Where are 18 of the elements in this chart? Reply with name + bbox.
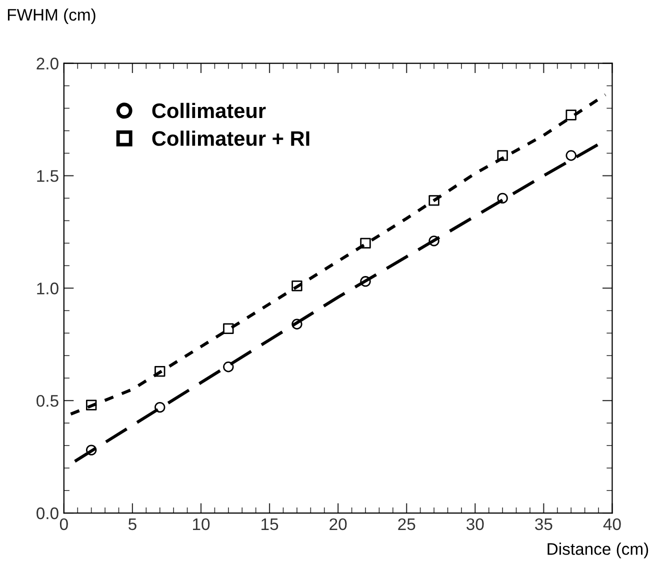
x-tick-label: 40	[603, 518, 621, 530]
x-tick-label: 10	[193, 518, 210, 530]
x-tick-label: 20	[330, 518, 347, 530]
legend-label: Collimateur + RI	[152, 130, 310, 146]
x-axis-title: Distance (cm)	[548, 542, 648, 558]
y-tick-label: 1.0	[37, 282, 58, 294]
legend-label: Collimateur	[152, 102, 266, 118]
y-tick-label: 2.0	[36, 58, 58, 70]
x-tick-label: 15	[262, 518, 278, 530]
x-tick-label: 5	[128, 518, 136, 530]
y-axis-title: FWHM (cm)	[8, 8, 96, 24]
y-tick-label: 1.5	[37, 170, 58, 182]
x-tick-label: 30	[466, 518, 484, 530]
x-tick-label: 35	[535, 518, 552, 530]
y-tick-label: 0.5	[36, 394, 58, 407]
x-tick-label: 25	[398, 518, 416, 530]
x-tick-label: 0	[60, 518, 68, 530]
y-tick-label: 0.0	[36, 507, 58, 520]
